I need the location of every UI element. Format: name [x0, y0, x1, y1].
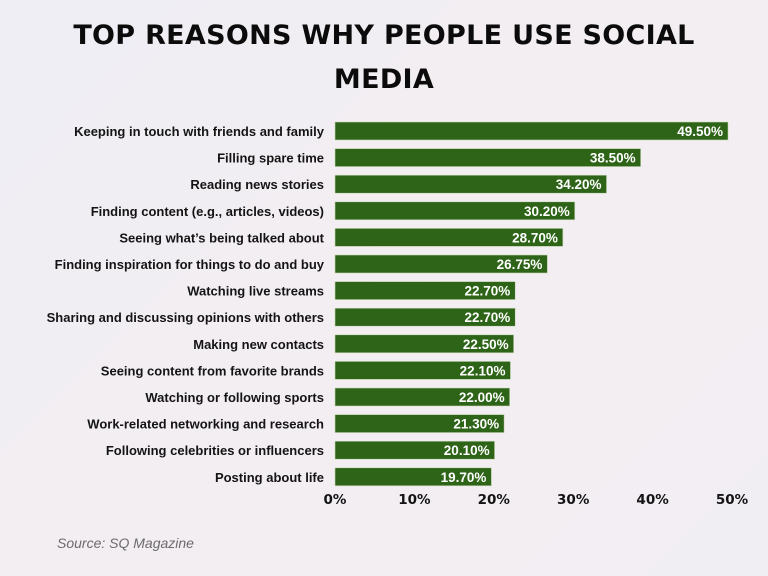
category-label: Reading news stories — [190, 177, 324, 192]
x-tick-label: 0% — [324, 492, 347, 508]
bar — [334, 174, 607, 194]
data-label: 34.20% — [556, 177, 602, 192]
bar — [334, 307, 516, 327]
category-label: Watching or following sports — [145, 390, 324, 405]
data-label: 26.75% — [497, 257, 543, 272]
category-label: Making new contacts — [193, 337, 324, 352]
bar — [334, 414, 505, 433]
x-tick-label: 10% — [398, 492, 431, 508]
x-tick-label: 50% — [716, 492, 749, 508]
category-label: Posting about life — [215, 470, 324, 485]
data-label: 28.70% — [512, 230, 558, 245]
bar — [334, 121, 729, 141]
bar — [334, 361, 511, 380]
data-label: 22.10% — [460, 363, 506, 378]
bar — [334, 148, 641, 167]
category-label: Filling spare time — [217, 151, 324, 166]
data-label: 38.50% — [590, 151, 636, 166]
chart-title: TOP REASONS WHY PEOPLE USE SOCIAL MEDIA — [73, 20, 695, 95]
data-label: 30.20% — [524, 204, 570, 219]
data-label: 49.50% — [677, 124, 723, 139]
data-label: 21.30% — [453, 417, 499, 432]
x-tick-label: 20% — [478, 492, 511, 508]
bar — [334, 467, 492, 487]
data-label: 19.70% — [441, 470, 487, 485]
category-label: Watching live streams — [187, 284, 324, 299]
category-label: Seeing content from favorite brands — [101, 363, 324, 378]
category-label: Keeping in touch with friends and family — [74, 124, 325, 139]
data-label: 20.10% — [444, 443, 490, 458]
category-label: Sharing and discussing opinions with oth… — [47, 310, 324, 325]
data-label: 22.70% — [464, 310, 510, 325]
bar — [334, 387, 510, 407]
bar — [334, 254, 548, 274]
category-label: Finding inspiration for things to do and… — [55, 257, 325, 272]
bar — [334, 440, 495, 460]
bar — [334, 334, 514, 354]
x-tick-label: 30% — [557, 492, 590, 508]
x-tick-label: 40% — [636, 492, 669, 508]
bar — [334, 281, 516, 300]
data-label: 22.70% — [464, 284, 510, 299]
category-label: Seeing what’s being talked about — [119, 230, 324, 245]
category-label: Following celebrities or influencers — [106, 443, 324, 458]
data-label: 22.00% — [459, 390, 505, 405]
data-label: 22.50% — [463, 337, 509, 352]
category-label: Finding content (e.g., articles, videos) — [91, 204, 324, 219]
category-label: Work-related networking and research — [87, 417, 324, 432]
source-note: Source: SQ Magazine — [57, 535, 194, 551]
bar — [334, 201, 576, 221]
bar — [334, 228, 564, 247]
